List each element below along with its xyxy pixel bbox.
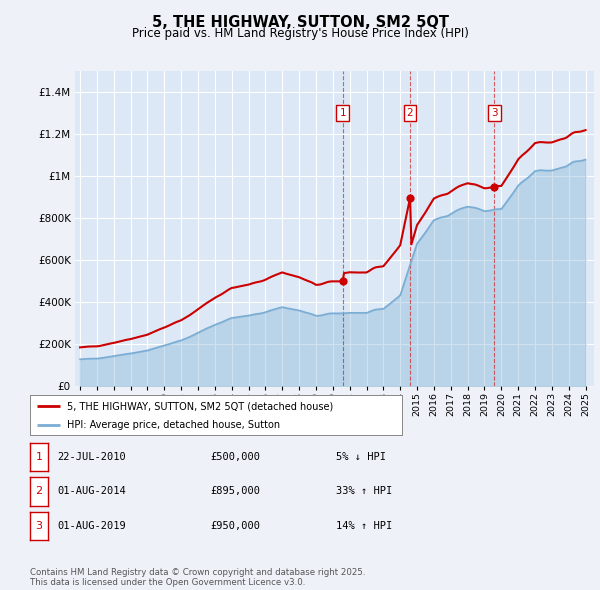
- Text: 33% ↑ HPI: 33% ↑ HPI: [336, 487, 392, 496]
- Text: 5, THE HIGHWAY, SUTTON, SM2 5QT (detached house): 5, THE HIGHWAY, SUTTON, SM2 5QT (detache…: [67, 401, 334, 411]
- Text: £500,000: £500,000: [210, 453, 260, 462]
- Point: [490, 182, 499, 191]
- Text: Price paid vs. HM Land Registry's House Price Index (HPI): Price paid vs. HM Land Registry's House …: [131, 27, 469, 40]
- Text: 1: 1: [340, 109, 346, 119]
- Text: HPI: Average price, detached house, Sutton: HPI: Average price, detached house, Sutt…: [67, 419, 280, 430]
- Text: 1: 1: [35, 453, 43, 462]
- Text: 3: 3: [35, 521, 43, 530]
- Text: 3: 3: [491, 109, 497, 119]
- Text: 01-AUG-2019: 01-AUG-2019: [57, 521, 126, 530]
- Text: 14% ↑ HPI: 14% ↑ HPI: [336, 521, 392, 530]
- Text: £895,000: £895,000: [210, 487, 260, 496]
- Text: Contains HM Land Registry data © Crown copyright and database right 2025.
This d: Contains HM Land Registry data © Crown c…: [30, 568, 365, 587]
- Text: £950,000: £950,000: [210, 521, 260, 530]
- Text: 2: 2: [407, 109, 413, 119]
- Text: 2: 2: [35, 487, 43, 496]
- Text: 22-JUL-2010: 22-JUL-2010: [57, 453, 126, 462]
- Text: 5, THE HIGHWAY, SUTTON, SM2 5QT: 5, THE HIGHWAY, SUTTON, SM2 5QT: [151, 15, 449, 30]
- Point: [338, 277, 347, 286]
- Text: 5% ↓ HPI: 5% ↓ HPI: [336, 453, 386, 462]
- Point: [405, 194, 415, 203]
- Text: 01-AUG-2014: 01-AUG-2014: [57, 487, 126, 496]
